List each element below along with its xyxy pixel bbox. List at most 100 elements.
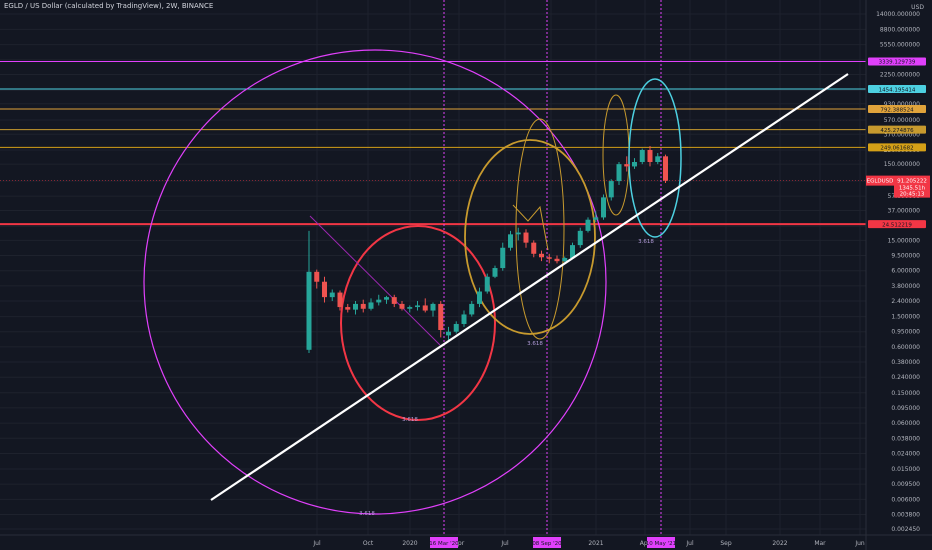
candle-body <box>593 217 599 220</box>
candle-body <box>624 164 630 167</box>
time-axis[interactable]: JulOct2020AprJulOct2021AprJulSep2022MarJ… <box>0 534 932 548</box>
level-price-text: 1454.195414 <box>879 87 916 93</box>
price-tick-label: 150.000000 <box>884 161 920 168</box>
fib-label: 3.618 <box>359 511 375 517</box>
gold-zigzag <box>512 204 549 251</box>
price-tick-label: 9.500000 <box>891 252 920 259</box>
price-tick-label: 0.240000 <box>891 374 920 381</box>
price-tick-label: 5550.000000 <box>880 42 920 49</box>
candle-body <box>477 291 482 304</box>
candle-body <box>577 230 583 246</box>
candle-body <box>508 234 513 248</box>
drawings: 3.618 3.618 3.618 3.618 <box>143 49 682 517</box>
price-tick-label: 0.038000 <box>891 435 920 442</box>
level-price-text: 792.388524 <box>880 107 914 113</box>
price-tick-label: 14000.000000 <box>876 11 920 18</box>
candle-body <box>562 258 568 262</box>
price-tick-label: 37.000000 <box>888 207 921 214</box>
fib-label: 3.618 <box>638 239 654 245</box>
gold-ellipse-small <box>602 94 630 216</box>
trendline <box>210 73 849 501</box>
candle-body <box>422 305 428 311</box>
price-tick-label: 2250.000000 <box>880 72 920 79</box>
candle-body <box>655 156 661 163</box>
level-price-text: 3339.129739 <box>879 60 916 66</box>
large-circle <box>143 49 607 515</box>
countdown-b: 20:45:13 <box>900 192 925 198</box>
candle-body <box>438 303 444 331</box>
candle-body <box>639 150 645 163</box>
candle-body <box>601 197 606 218</box>
price-tick-label: 370.000000 <box>884 131 920 138</box>
price-tick-label: 930.000000 <box>884 101 920 108</box>
price-tick-label: 0.009500 <box>891 481 920 488</box>
price-tick-label: 2.400000 <box>891 298 920 305</box>
candle-body <box>492 268 498 277</box>
price-tick-label: 0.380000 <box>891 359 920 366</box>
symbol-tag <box>866 175 894 186</box>
price-tick-label: 8800.000000 <box>880 26 920 33</box>
candle-body <box>585 219 591 231</box>
level-price-tag <box>868 84 926 93</box>
candle-body <box>391 297 397 304</box>
candle-body <box>322 281 327 298</box>
candle-body <box>360 303 366 309</box>
candle-body <box>539 253 544 258</box>
candle-body <box>446 331 451 336</box>
candle-body <box>608 181 614 198</box>
purple-diagonal <box>309 215 441 346</box>
level-price-tag <box>868 220 926 229</box>
candle-body <box>353 303 358 310</box>
price-tick-label: 0.015000 <box>891 466 920 473</box>
price-tick-label: 0.600000 <box>891 344 920 351</box>
trendline-white <box>210 73 849 501</box>
candle-body <box>368 302 374 309</box>
price-axis[interactable]: USD14000.0000008800.0000005550.000000350… <box>865 0 932 550</box>
price-tick-label: 0.095000 <box>891 405 920 412</box>
date-tag <box>430 537 458 548</box>
candle-body <box>337 292 343 308</box>
candle-body <box>515 232 521 235</box>
candle-body <box>546 257 552 259</box>
time-tick-label: Mar <box>814 540 826 547</box>
level-price-tag <box>868 105 926 114</box>
level-price-text: 24.512219 <box>882 222 912 228</box>
horizontal-levels <box>0 60 866 226</box>
level-price-tag <box>868 57 926 66</box>
candle-body <box>430 303 436 311</box>
time-tick-label: 2021 <box>588 540 603 547</box>
price-tags: 3339.129739 1454.195414 792.388524 425.2748… <box>866 57 930 228</box>
time-tick-label: Sep <box>720 540 732 547</box>
candle-body <box>415 305 420 308</box>
time-tick-label: Apr <box>640 540 651 547</box>
grid <box>0 0 866 535</box>
level-price-text: 249.061682 <box>880 146 913 152</box>
level-price-tag <box>868 125 926 134</box>
current-price-tag <box>894 175 930 198</box>
candle-body <box>376 299 382 303</box>
candle-body <box>523 232 529 243</box>
gold-ellipse-large <box>464 139 596 335</box>
date-tag-text: 10 May '21 <box>646 541 676 547</box>
candle-body <box>345 307 351 310</box>
candle-body <box>329 292 335 298</box>
vertical-date-lines <box>443 0 662 535</box>
price-tick-label: 15.000000 <box>888 237 921 244</box>
gold-ellipse-narrow <box>515 118 565 340</box>
time-tick-label: 2020 <box>402 540 417 547</box>
countdown-a: 1345.51h <box>899 186 926 192</box>
cyan-ellipse <box>628 78 682 238</box>
price-tick-label: 6.000000 <box>891 268 920 275</box>
candle-body <box>632 162 637 167</box>
candle-body <box>616 164 622 182</box>
price-tick-label: 0.002450 <box>891 526 920 533</box>
candle-body <box>461 314 467 324</box>
candle-body <box>663 156 668 181</box>
candle-body <box>570 245 575 259</box>
time-tick-label: Jun <box>854 540 865 547</box>
candle-body <box>314 271 320 282</box>
price-tick-label: 0.950000 <box>891 329 920 336</box>
symbol-tag-text: EGLDUSD <box>867 179 894 185</box>
candle-body <box>531 242 537 254</box>
